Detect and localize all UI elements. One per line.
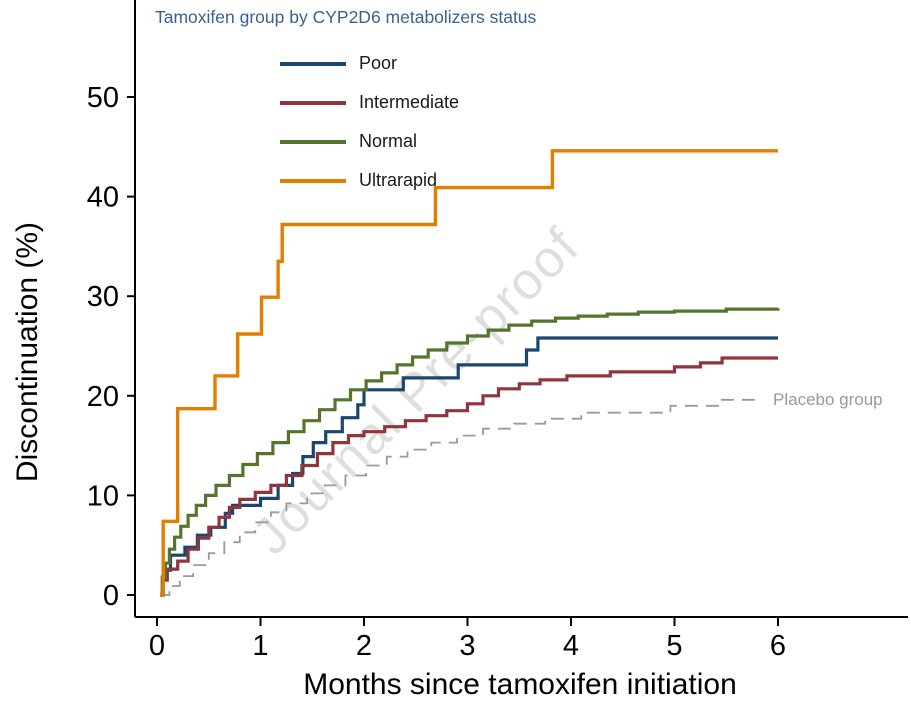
x-tick-label: 6: [770, 630, 786, 662]
x-tick-label: 2: [356, 630, 372, 662]
series-placebo-group: [160, 398, 758, 596]
watermark: Journal Pre-proof: [242, 217, 591, 566]
legend-label-poor: Poor: [359, 53, 398, 73]
y-tick-label: 50: [87, 82, 119, 114]
x-axis-title: Months since tamoxifen initiation: [303, 668, 737, 701]
y-tick-label: 30: [87, 281, 119, 313]
placebo-group-annotation: Placebo group: [773, 390, 883, 409]
legend-swatch-intermediate-line: [280, 101, 346, 105]
series-normal: [160, 307, 780, 597]
legend-row-poor: Poor: [155, 53, 715, 75]
y-axis-title: Discontinuation (%): [11, 221, 44, 483]
y-tick-label: 20: [87, 381, 119, 413]
y-tick-label: 0: [103, 580, 119, 612]
series-ultrarapid: [160, 149, 778, 597]
ticks-group: 0 10 20 30 40 50 0 1 2 3 4 5 6: [87, 82, 786, 662]
series-intermediate: [160, 356, 778, 597]
legend-label-normal: Normal: [359, 131, 418, 151]
x-tick-label: 5: [666, 630, 682, 662]
legend-label-ultrarapid: Ultrarapid: [359, 170, 438, 190]
series-poor: [160, 336, 778, 597]
x-tick-label: 4: [563, 630, 579, 662]
x-tick-label: 1: [252, 630, 268, 662]
legend-row-normal: Normal: [155, 131, 715, 153]
legend-swatch-poor-line: [280, 62, 346, 66]
y-tick-label: 40: [87, 182, 119, 214]
legend-title: Tamoxifen group by CYP2D6 metabolizers s…: [155, 7, 537, 27]
legend-row-intermediate: Intermediate: [155, 92, 715, 114]
x-tick-label: 3: [459, 630, 475, 662]
y-tick-label: 10: [87, 480, 119, 512]
legend: Tamoxifen group by CYP2D6 metabolizers s…: [155, 7, 715, 190]
legend-label-intermediate: Intermediate: [359, 92, 460, 112]
series-group: [160, 149, 780, 597]
legend-swatch-ultrarapid-line: [280, 179, 346, 183]
x-tick-label: 0: [149, 630, 165, 662]
legend-swatch-normal-line: [280, 140, 346, 144]
axes-group: 0 10 20 30 40 50 0 1 2 3 4 5 6: [87, 0, 908, 662]
legend-row-ultrarapid: Ultrarapid: [155, 170, 715, 192]
